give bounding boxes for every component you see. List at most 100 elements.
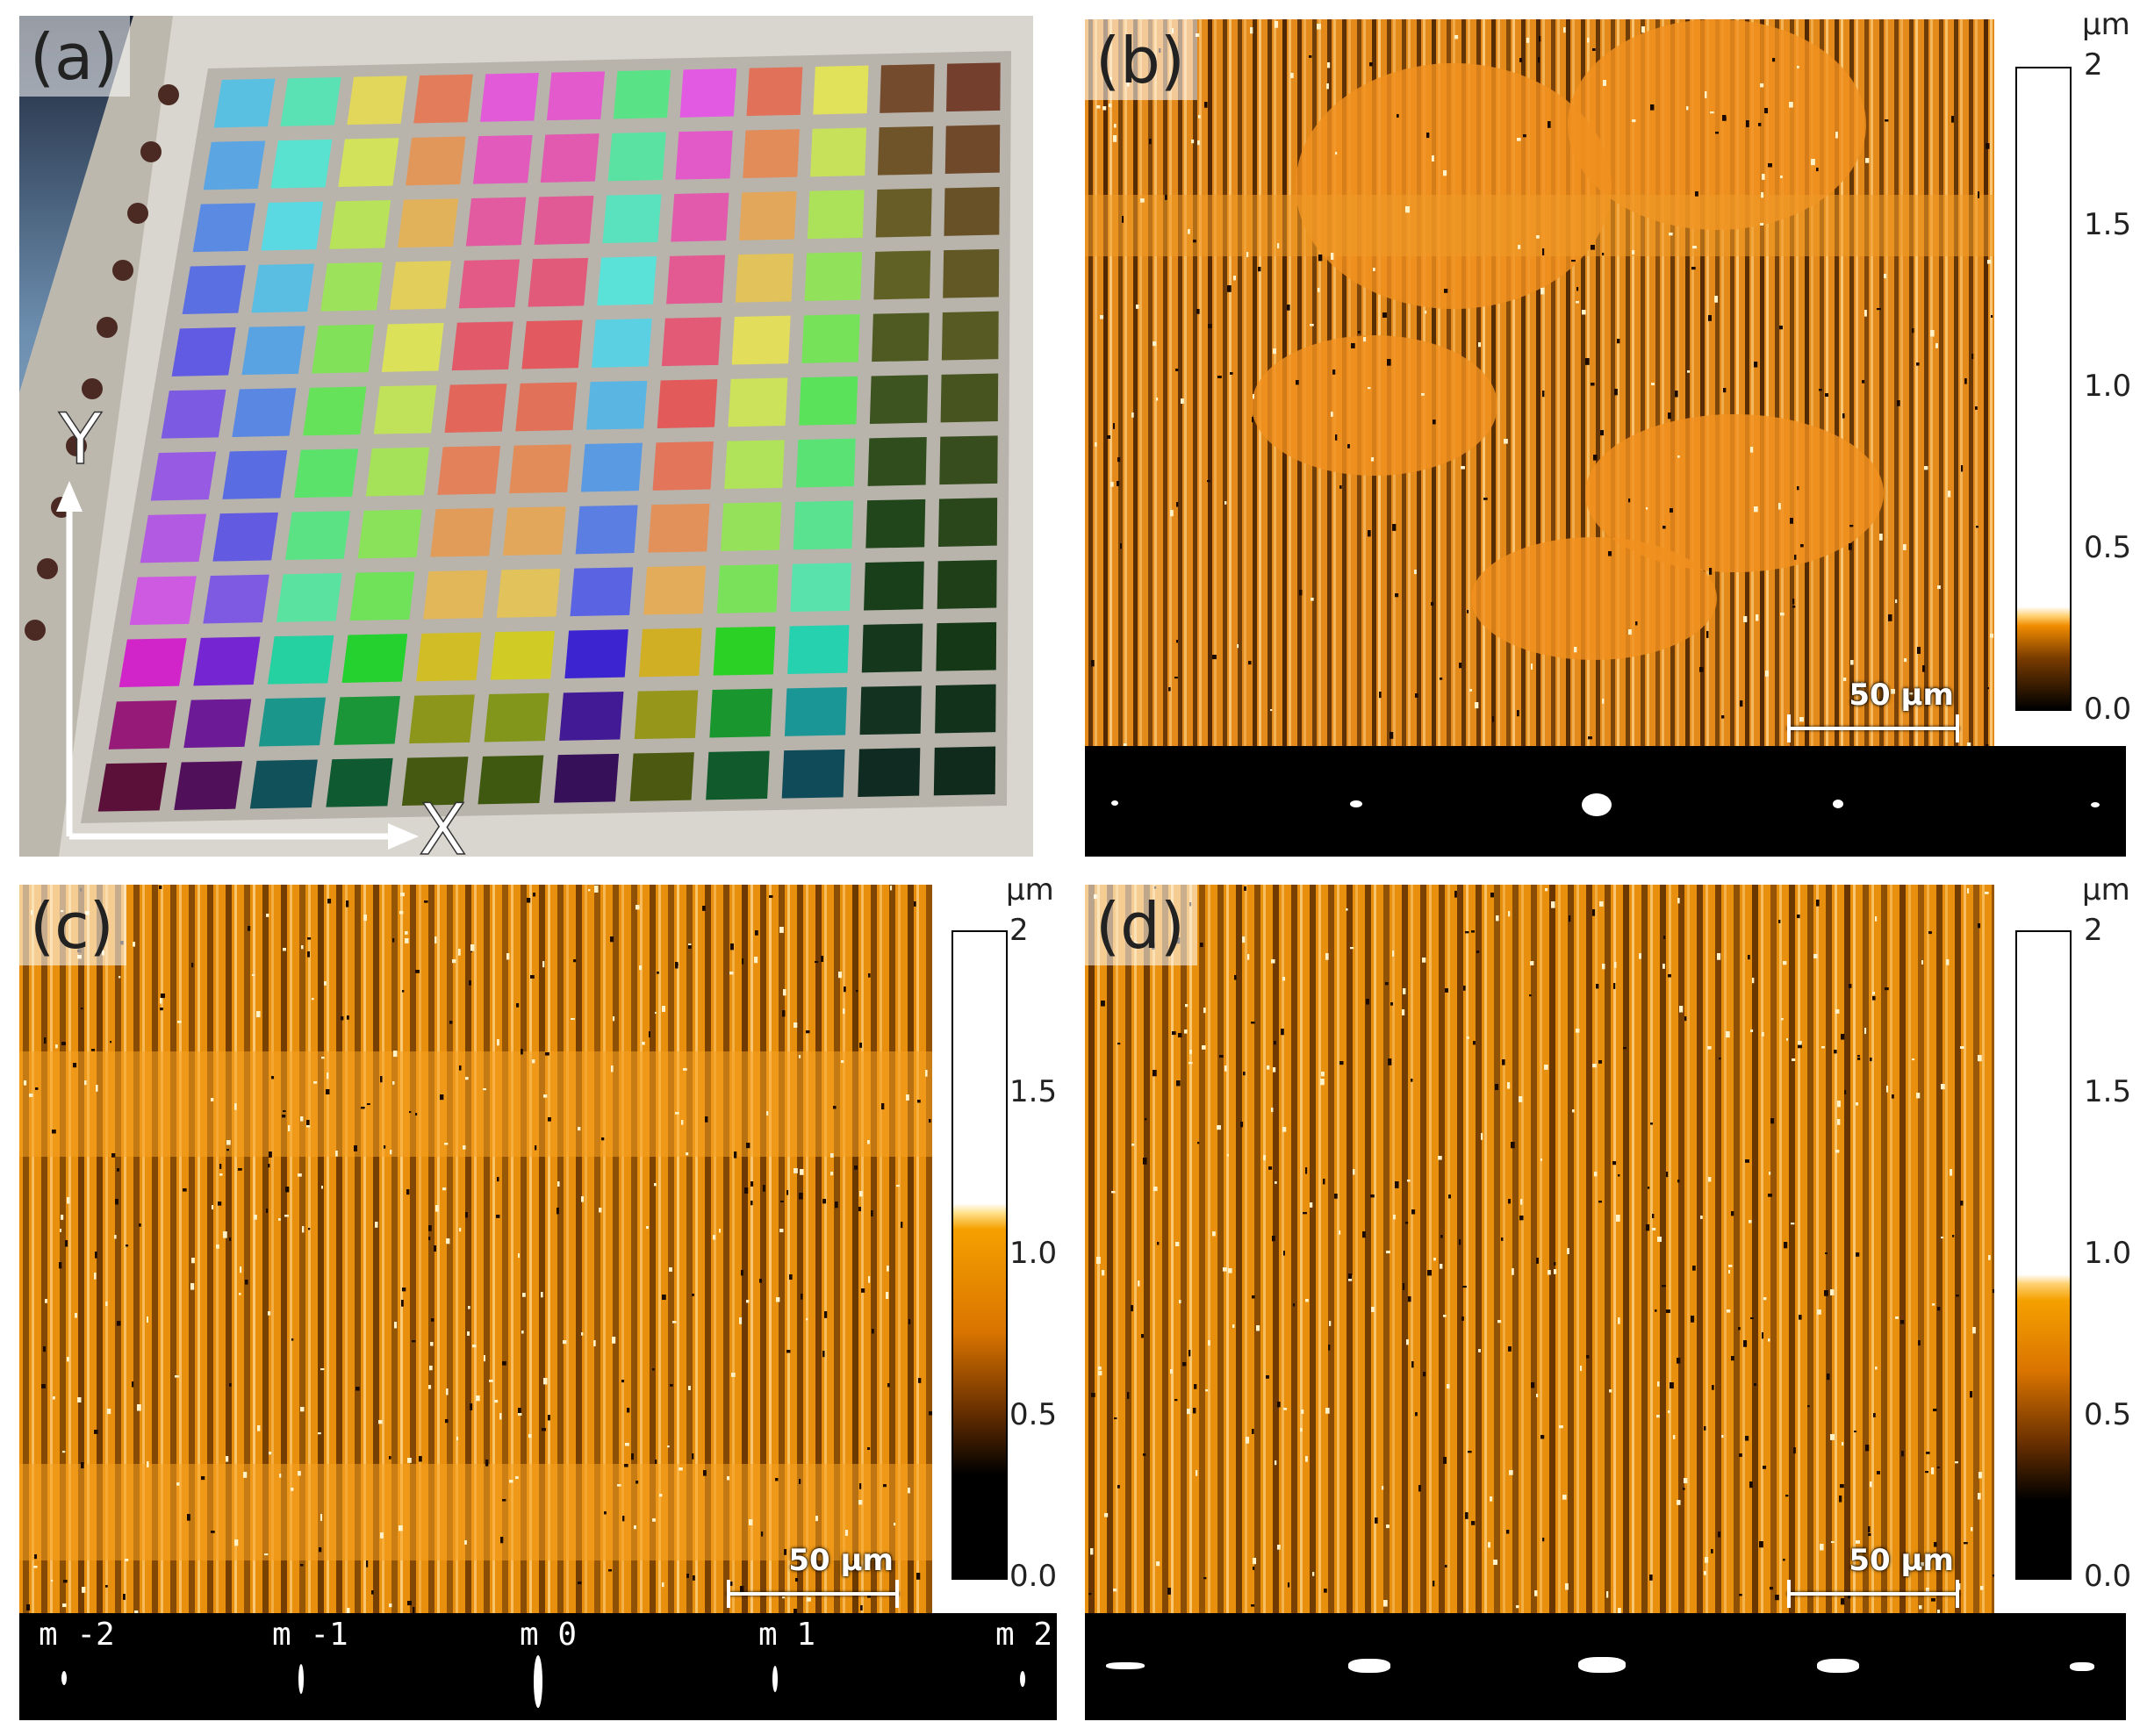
color-square	[232, 388, 297, 438]
color-square	[781, 749, 845, 799]
color-square	[873, 250, 931, 300]
color-square	[409, 694, 475, 744]
color-square	[575, 505, 638, 555]
color-square	[941, 311, 999, 361]
color-square	[222, 449, 288, 499]
color-square	[140, 513, 207, 563]
color-square	[880, 63, 935, 113]
color-square	[258, 697, 327, 747]
afm-map-b: (b) 50 µm	[1085, 19, 1994, 746]
color-square	[267, 635, 334, 685]
color-square	[406, 136, 466, 186]
color-square	[602, 194, 662, 244]
color-square	[713, 626, 776, 676]
color-square	[509, 444, 572, 494]
color-square	[671, 192, 729, 242]
panel-a-photo: Y X (a)	[19, 16, 1033, 857]
diffraction-grating-photo: Y X	[19, 16, 1033, 857]
color-square	[943, 248, 1000, 298]
color-square	[944, 125, 1001, 175]
color-square	[580, 442, 643, 492]
color-square	[872, 312, 930, 362]
panel-b-letter: (b)	[1085, 19, 1197, 100]
color-square	[807, 190, 865, 240]
color-square	[804, 252, 863, 302]
fft-spot	[772, 1666, 778, 1692]
color-square	[790, 563, 851, 613]
fft-spot	[1833, 800, 1843, 808]
color-square	[465, 197, 527, 247]
color-square	[724, 440, 785, 490]
color-square	[813, 65, 869, 115]
color-square	[559, 691, 624, 741]
order-label: m 2	[995, 1617, 1053, 1653]
color-square	[118, 638, 187, 688]
scale-bar-label: 50 µm	[1849, 678, 1954, 713]
color-square	[810, 127, 867, 177]
color-square	[666, 255, 726, 305]
color-square	[735, 253, 794, 303]
color-square	[564, 629, 628, 679]
color-square	[801, 313, 860, 363]
color-square	[728, 377, 788, 427]
color-square	[534, 195, 594, 245]
color-square	[444, 384, 507, 434]
color-square	[629, 752, 694, 802]
color-square	[241, 326, 305, 376]
color-square	[490, 630, 555, 680]
color-square	[613, 69, 671, 119]
color-square	[940, 373, 999, 423]
color-square	[634, 690, 699, 740]
color-square	[203, 574, 269, 624]
fft-spot	[1578, 1657, 1626, 1673]
color-square	[338, 138, 399, 188]
color-square	[546, 71, 606, 121]
fft-spot	[1020, 1671, 1025, 1687]
color-square	[373, 384, 437, 434]
color-square	[212, 512, 278, 562]
color-square	[784, 686, 847, 736]
color-square	[720, 502, 782, 552]
color-square	[347, 75, 407, 126]
scale-bar: 50 µm	[727, 1517, 899, 1608]
fft-spot	[1348, 1659, 1390, 1673]
color-square	[472, 134, 533, 184]
color-square	[661, 317, 722, 367]
color-square	[484, 692, 549, 742]
color-square	[320, 262, 383, 312]
color-square	[329, 199, 391, 249]
scale-bar-label: 50 µm	[1849, 1543, 1954, 1578]
color-square	[858, 748, 921, 798]
color-square	[540, 133, 600, 183]
color-square	[706, 750, 770, 800]
color-square-grid	[97, 62, 1001, 812]
color-square	[161, 389, 226, 439]
color-square	[398, 198, 459, 248]
color-square	[349, 571, 415, 621]
y-axis-label: Y	[58, 398, 103, 480]
scale-bar: 50 µm	[1787, 651, 1959, 742]
color-square	[865, 499, 926, 549]
color-square	[716, 563, 779, 613]
color-square	[413, 74, 473, 124]
color-square	[276, 572, 342, 622]
color-square	[731, 315, 791, 365]
color-square	[150, 451, 217, 501]
order-label: m -2	[39, 1617, 115, 1653]
scale-bar: 50 µm	[1787, 1517, 1959, 1608]
fft-strip-c: m -2 m -1 m 0 m 1 m 2	[19, 1613, 1057, 1720]
color-square	[381, 322, 444, 372]
color-square	[312, 324, 375, 374]
color-square	[280, 76, 341, 126]
color-square	[430, 507, 494, 557]
color-square	[937, 498, 998, 548]
fft-strip-b	[1085, 746, 2126, 857]
color-square	[423, 570, 488, 620]
color-square	[326, 757, 393, 807]
color-square	[864, 561, 924, 611]
fft-spot	[1350, 800, 1362, 807]
color-square	[585, 380, 648, 430]
color-square	[451, 321, 513, 371]
color-square	[799, 376, 858, 426]
fft-spot	[1817, 1659, 1859, 1673]
